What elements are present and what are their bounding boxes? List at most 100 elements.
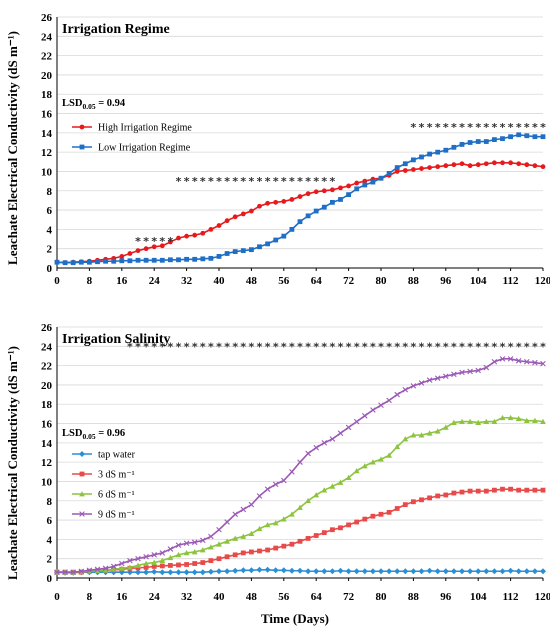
data-point: [499, 414, 506, 421]
y-tick-label: 6: [47, 205, 53, 217]
data-point: [135, 555, 141, 562]
data-point: [257, 244, 262, 250]
data-point: [192, 561, 198, 566]
significance-star: *: [411, 121, 417, 134]
data-point: [249, 549, 254, 555]
significance-star: *: [208, 175, 214, 188]
significance-star: *: [451, 121, 457, 134]
legend-marker: [79, 471, 85, 477]
data-point: [508, 134, 513, 140]
significance-star: *: [313, 340, 319, 353]
data-point: [491, 568, 498, 575]
x-tick-label: 24: [149, 275, 161, 287]
data-point: [264, 486, 271, 492]
x-tick-label: 64: [311, 275, 323, 287]
legend-marker: [79, 511, 85, 517]
data-point: [135, 565, 141, 571]
data-point: [191, 569, 198, 576]
significance-star: *: [500, 121, 506, 134]
data-point: [418, 432, 425, 438]
significance-star: *: [370, 340, 376, 353]
data-point: [167, 554, 174, 561]
significance-star: *: [184, 175, 190, 188]
data-point: [167, 546, 174, 552]
data-point: [532, 134, 538, 140]
significance-star: *: [176, 175, 182, 188]
data-point: [248, 530, 255, 536]
x-tick-label: 72: [343, 591, 355, 603]
significance-star: *: [313, 175, 319, 188]
significance-star: *: [192, 175, 198, 188]
significance-star: *: [200, 340, 206, 353]
data-point: [313, 492, 320, 498]
y-tick-label: 14: [41, 128, 53, 140]
data-point: [248, 567, 255, 574]
data-point: [224, 251, 230, 256]
data-point: [427, 165, 432, 171]
data-point: [370, 513, 376, 519]
data-point: [265, 200, 270, 206]
data-point: [434, 375, 441, 381]
data-point: [249, 247, 254, 253]
x-tick-label: 64: [311, 591, 323, 603]
data-point: [378, 568, 384, 575]
data-point: [232, 567, 239, 574]
data-point: [419, 154, 424, 160]
data-point: [500, 486, 505, 492]
data-point: [281, 198, 287, 204]
data-point: [499, 356, 506, 362]
data-point: [313, 444, 319, 451]
x-tick-label: 32: [181, 275, 193, 287]
data-point: [354, 180, 360, 186]
significance-star: *: [451, 340, 457, 353]
data-point: [346, 183, 351, 189]
x-tick-label: 80: [376, 591, 388, 603]
data-point: [207, 568, 214, 575]
legend-marker: [79, 124, 85, 130]
data-point: [508, 160, 513, 166]
data-point: [338, 197, 343, 202]
data-point: [191, 549, 198, 555]
data-point: [232, 535, 239, 541]
data-point: [419, 497, 424, 503]
data-point: [540, 418, 546, 425]
data-point: [451, 371, 457, 378]
significance-star: *: [459, 121, 465, 134]
data-point: [143, 560, 149, 566]
significance-star: *: [192, 340, 198, 353]
data-point: [119, 254, 125, 259]
data-point: [394, 443, 401, 450]
significance-star: *: [508, 340, 514, 353]
y-tick-label: 2: [47, 244, 53, 256]
data-point: [143, 564, 149, 570]
data-point: [491, 418, 498, 425]
y-axis-label-top: Leachate Electrical Conductivity (dS m⁻¹…: [5, 31, 20, 265]
data-point: [459, 418, 465, 425]
significance-star: *: [516, 340, 522, 353]
data-point: [443, 373, 449, 380]
data-point: [224, 218, 230, 224]
data-point: [199, 547, 206, 553]
data-point: [297, 219, 303, 225]
significance-star: *: [216, 340, 222, 353]
data-point: [313, 568, 320, 575]
legend-label: 6 dS m⁻¹: [98, 490, 135, 501]
data-point: [467, 368, 473, 375]
data-point: [410, 383, 417, 389]
data-point: [280, 567, 287, 574]
x-tick-label: 56: [278, 275, 290, 287]
x-tick-label: 16: [116, 591, 128, 603]
significance-star: *: [475, 340, 481, 353]
data-point: [346, 522, 351, 528]
significance-star: *: [159, 340, 165, 353]
significance-star: *: [330, 340, 336, 353]
data-point: [345, 424, 352, 431]
data-point: [143, 257, 149, 263]
data-point: [353, 568, 360, 575]
x-tick-label: 112: [503, 275, 519, 287]
significance-star: *: [467, 121, 473, 134]
data-point: [507, 356, 514, 362]
data-point: [353, 467, 360, 474]
data-point: [337, 567, 344, 574]
series-line: [57, 488, 543, 574]
